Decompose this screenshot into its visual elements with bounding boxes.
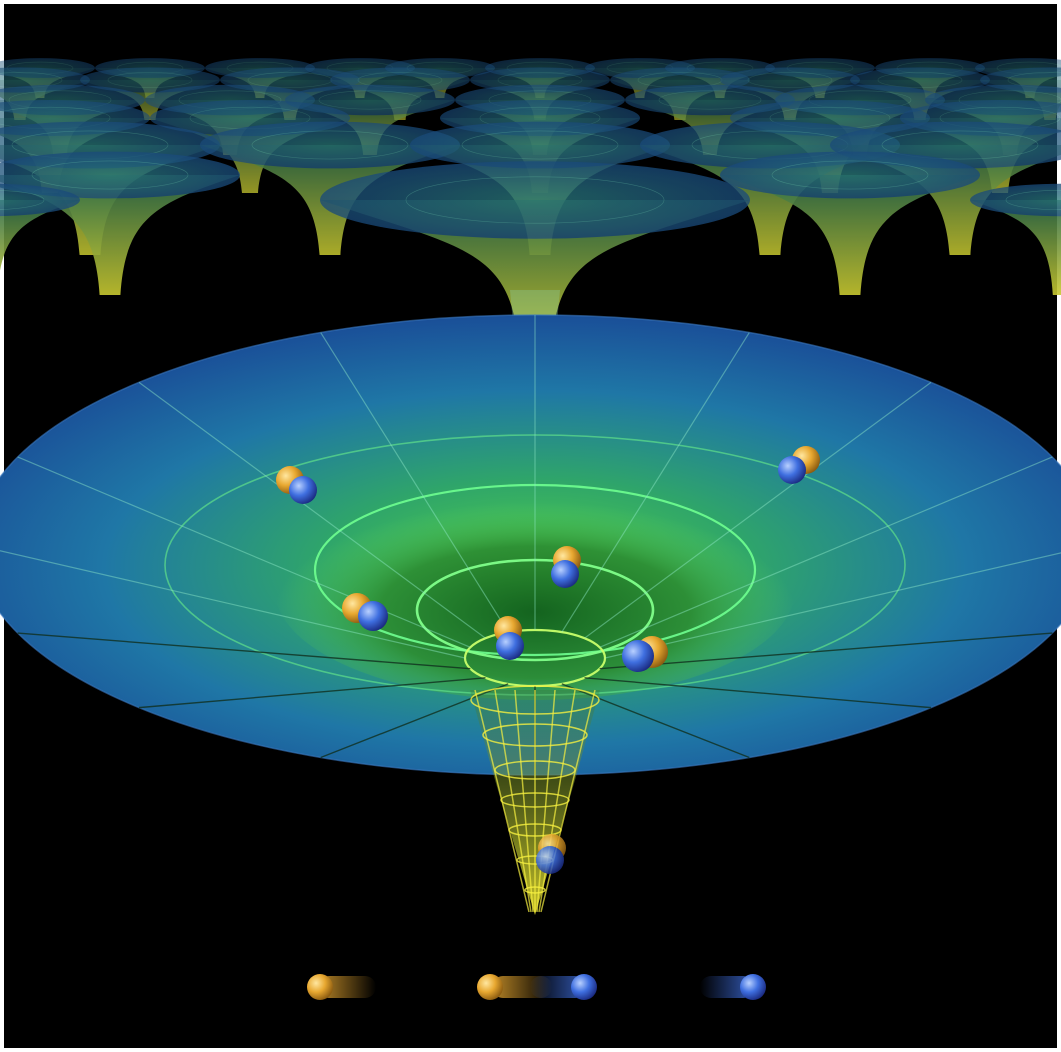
blue-atom bbox=[778, 456, 806, 484]
grid-radial bbox=[599, 632, 1053, 670]
grid-radial bbox=[584, 381, 932, 639]
molecule bbox=[622, 636, 668, 672]
blue-atom bbox=[289, 476, 317, 504]
molecule bbox=[494, 616, 524, 660]
molecule bbox=[551, 546, 581, 588]
molecule bbox=[342, 593, 388, 631]
blue-atom bbox=[496, 632, 524, 660]
grid-radial bbox=[17, 632, 471, 670]
blue-atom bbox=[551, 560, 579, 588]
grid-radial bbox=[604, 552, 1061, 659]
molecule bbox=[536, 834, 566, 874]
grid-radial bbox=[320, 332, 509, 633]
far-well bbox=[0, 183, 80, 271]
blue-atom-glyph bbox=[700, 974, 766, 1000]
grid-radial bbox=[138, 381, 486, 639]
background-well-lattice bbox=[0, 58, 1061, 420]
grid-radial bbox=[561, 332, 750, 633]
grid-radial bbox=[599, 456, 1053, 648]
molecule bbox=[778, 446, 820, 484]
grid-radial bbox=[138, 677, 486, 709]
far-well bbox=[320, 161, 750, 340]
molecule bbox=[276, 466, 317, 504]
grid-ring bbox=[415, 558, 655, 662]
blue-atom bbox=[622, 640, 654, 672]
legend-glyphs bbox=[307, 974, 766, 1000]
molecule-glyph bbox=[477, 974, 597, 1000]
grid-ring bbox=[313, 483, 757, 657]
molecules-in-well bbox=[276, 446, 820, 874]
grid-radial bbox=[0, 550, 466, 659]
blue-atom bbox=[358, 601, 388, 631]
grid-radial bbox=[584, 677, 932, 709]
far-well bbox=[720, 151, 980, 295]
far-well bbox=[970, 183, 1061, 295]
grid-radial bbox=[17, 456, 471, 648]
gold-atom-glyph bbox=[307, 974, 376, 1000]
well-throat bbox=[470, 685, 600, 915]
blue-atom bbox=[536, 846, 564, 874]
